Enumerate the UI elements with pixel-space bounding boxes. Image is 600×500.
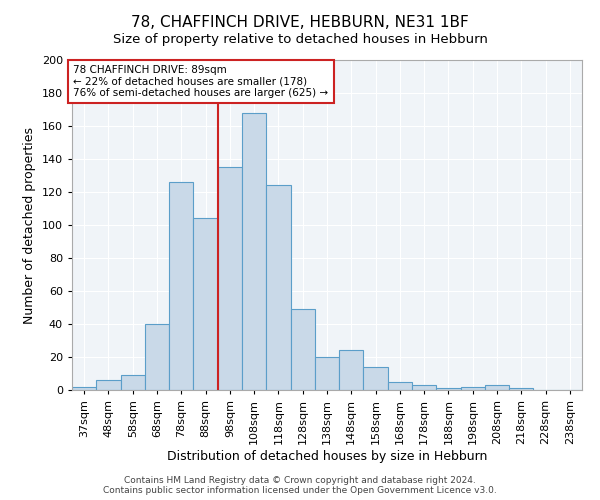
Bar bbox=[290, 309, 315, 390]
Text: Size of property relative to detached houses in Hebburn: Size of property relative to detached ho… bbox=[113, 32, 487, 46]
X-axis label: Distribution of detached houses by size in Hebburn: Distribution of detached houses by size … bbox=[167, 450, 487, 462]
Text: Contains HM Land Registry data © Crown copyright and database right 2024.
Contai: Contains HM Land Registry data © Crown c… bbox=[103, 476, 497, 495]
Y-axis label: Number of detached properties: Number of detached properties bbox=[23, 126, 36, 324]
Bar bbox=[364, 367, 388, 390]
Text: 78 CHAFFINCH DRIVE: 89sqm
← 22% of detached houses are smaller (178)
76% of semi: 78 CHAFFINCH DRIVE: 89sqm ← 22% of detac… bbox=[73, 65, 328, 98]
Bar bbox=[121, 375, 145, 390]
Bar bbox=[145, 324, 169, 390]
Bar bbox=[169, 182, 193, 390]
Bar bbox=[266, 186, 290, 390]
Bar bbox=[412, 385, 436, 390]
Bar bbox=[96, 380, 121, 390]
Bar bbox=[461, 386, 485, 390]
Bar bbox=[315, 357, 339, 390]
Bar bbox=[218, 167, 242, 390]
Bar bbox=[242, 113, 266, 390]
Bar bbox=[339, 350, 364, 390]
Bar bbox=[193, 218, 218, 390]
Text: 78, CHAFFINCH DRIVE, HEBBURN, NE31 1BF: 78, CHAFFINCH DRIVE, HEBBURN, NE31 1BF bbox=[131, 15, 469, 30]
Bar bbox=[509, 388, 533, 390]
Bar bbox=[436, 388, 461, 390]
Bar bbox=[72, 386, 96, 390]
Bar bbox=[485, 385, 509, 390]
Bar bbox=[388, 382, 412, 390]
